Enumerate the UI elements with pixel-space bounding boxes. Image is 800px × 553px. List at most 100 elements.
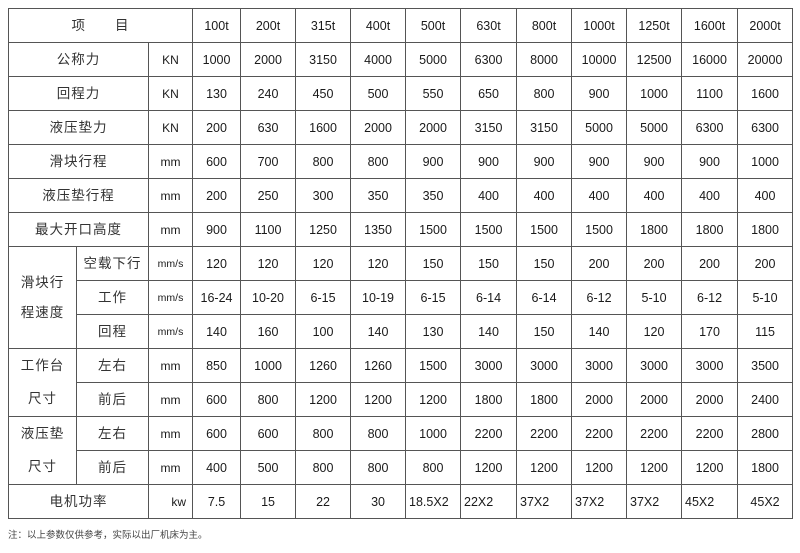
value-cell: 1800 xyxy=(460,382,518,417)
table-row: 前后 mm 400 500 800 800 800 1200 1200 1200 1200 1200 1… xyxy=(9,450,794,485)
value-cell: 10000 xyxy=(571,42,628,77)
value-cell: 3000 xyxy=(626,348,683,383)
value-cell: 3000 xyxy=(571,348,628,383)
value-cell: 150 xyxy=(405,246,462,281)
table-row: 公称力 KN 1000 2000 3150 4000 5000 6300 8000 10000 12… xyxy=(8,42,794,77)
value-cell: 1800 xyxy=(681,212,739,247)
value-cell: 160 xyxy=(240,314,297,349)
value-cell: 3500 xyxy=(737,348,794,383)
value-cell: 800 xyxy=(350,144,407,179)
table-row: 回程力 KN 130 240 450 500 550 650 800 900 1000 1100 160… xyxy=(8,76,794,111)
value-cell: 800 xyxy=(295,416,352,451)
value-cell: 1800 xyxy=(737,212,794,247)
model-header: 100t xyxy=(192,8,242,43)
value-cell: 1000 xyxy=(626,76,683,111)
row-label: 液压垫行程 xyxy=(8,178,149,213)
value-cell: 200 xyxy=(192,110,242,145)
group-label-speed: 滑块行 程速度 xyxy=(8,246,77,349)
group-label-line: 程速度 xyxy=(20,304,65,321)
table-row: 工作台尺寸 左右 mm 850 1000 1260 1260 1500 3000 3000 3000… xyxy=(8,348,794,417)
value-cell: 20000 xyxy=(737,42,794,77)
value-cell: 400 xyxy=(737,178,794,213)
value-cell: 2200 xyxy=(626,416,683,451)
value-cell: 2000 xyxy=(350,110,407,145)
row-label: 滑块行程 xyxy=(8,144,149,179)
value-cell: 8000 xyxy=(516,42,573,77)
value-cell: 2200 xyxy=(681,416,739,451)
unit-cell: KN xyxy=(147,42,194,77)
value-cell: 700 xyxy=(240,144,297,179)
value-cell: 1500 xyxy=(460,212,518,247)
model-header: 1250t xyxy=(626,8,683,43)
value-cell: 2000 xyxy=(405,110,462,145)
value-cell: 120 xyxy=(192,246,242,281)
value-cell: 1500 xyxy=(571,212,628,247)
group-label-text: 工作台尺寸 xyxy=(20,357,65,407)
unit-cell: mm/s xyxy=(147,246,194,281)
value-cell: 600 xyxy=(192,382,242,417)
model-header: 200t xyxy=(240,8,297,43)
unit-cell: KN xyxy=(147,110,194,145)
value-cell: 200 xyxy=(192,178,242,213)
value-cell: 800 xyxy=(295,450,352,485)
value-cell: 1500 xyxy=(516,212,573,247)
value-cell: 1500 xyxy=(405,212,462,247)
value-cell: 900 xyxy=(571,144,628,179)
value-cell: 400 xyxy=(571,178,628,213)
row-label: 左右 xyxy=(76,348,149,383)
value-cell: 200 xyxy=(571,246,628,281)
value-cell: 400 xyxy=(681,178,739,213)
value-cell: 1200 xyxy=(405,382,462,417)
value-cell: 630 xyxy=(240,110,297,145)
value-cell: 120 xyxy=(295,246,352,281)
spec-table: 项 目 100t 200t 315t 400t 500t 630t 800t 1000t 1250… xyxy=(7,8,794,519)
group-label-text: 液压垫尺寸 xyxy=(20,425,65,475)
model-header: 315t xyxy=(295,8,352,43)
row-label: 最大开口高度 xyxy=(8,212,149,247)
group-label-line: 滑块行 xyxy=(20,274,65,291)
value-cell: 30 xyxy=(350,484,407,519)
value-cell: 900 xyxy=(460,144,518,179)
unit-cell: mm xyxy=(147,416,194,451)
unit-cell: mm xyxy=(147,382,194,417)
value-cell: 4000 xyxy=(350,42,407,77)
table-row: 最大开口高度 mm 900 1100 1250 1350 1500 1500 1500 1500 1… xyxy=(8,212,794,247)
value-cell: 800 xyxy=(350,416,407,451)
value-cell: 6300 xyxy=(460,42,518,77)
value-cell: 3000 xyxy=(516,348,573,383)
group-label-cushion: 液压垫尺寸 xyxy=(8,416,77,485)
value-cell: 15 xyxy=(240,484,297,519)
value-cell: 2200 xyxy=(571,416,628,451)
value-cell: 37X2 xyxy=(516,484,573,519)
value-cell: 150 xyxy=(516,246,573,281)
value-cell: 1200 xyxy=(350,382,407,417)
value-cell: 7.5 xyxy=(192,484,242,519)
table-row: 滑块行 程速度 空载下行 mm/s 120 120 120 120 150 150 150 200 20… xyxy=(8,246,794,349)
value-cell: 3000 xyxy=(460,348,518,383)
model-header: 500t xyxy=(405,8,462,43)
value-cell: 1100 xyxy=(681,76,739,111)
value-cell: 450 xyxy=(295,76,352,111)
value-cell: 6-15 xyxy=(405,280,462,315)
value-cell: 3150 xyxy=(460,110,518,145)
row-label: 电机功率 xyxy=(8,484,149,519)
value-cell: 350 xyxy=(405,178,462,213)
value-cell: 800 xyxy=(405,450,462,485)
value-cell: 240 xyxy=(240,76,297,111)
value-cell: 1200 xyxy=(295,382,352,417)
model-header: 1600t xyxy=(681,8,739,43)
value-cell: 140 xyxy=(192,314,242,349)
table-row: 滑块行程 mm 600 700 800 800 900 900 900 900 900 900 1000 xyxy=(8,144,794,179)
value-cell: 200 xyxy=(626,246,683,281)
value-cell: 6-14 xyxy=(460,280,518,315)
row-label: 前后 xyxy=(76,450,149,485)
value-cell: 2200 xyxy=(516,416,573,451)
value-cell: 45X2 xyxy=(737,484,794,519)
value-cell: 1250 xyxy=(295,212,352,247)
value-cell: 500 xyxy=(240,450,297,485)
value-cell: 300 xyxy=(295,178,352,213)
value-cell: 900 xyxy=(192,212,242,247)
value-cell: 850 xyxy=(192,348,242,383)
unit-cell: kw xyxy=(147,484,194,519)
header-row: 项 目 100t 200t 315t 400t 500t 630t 800t 1000t 1250… xyxy=(7,8,794,43)
